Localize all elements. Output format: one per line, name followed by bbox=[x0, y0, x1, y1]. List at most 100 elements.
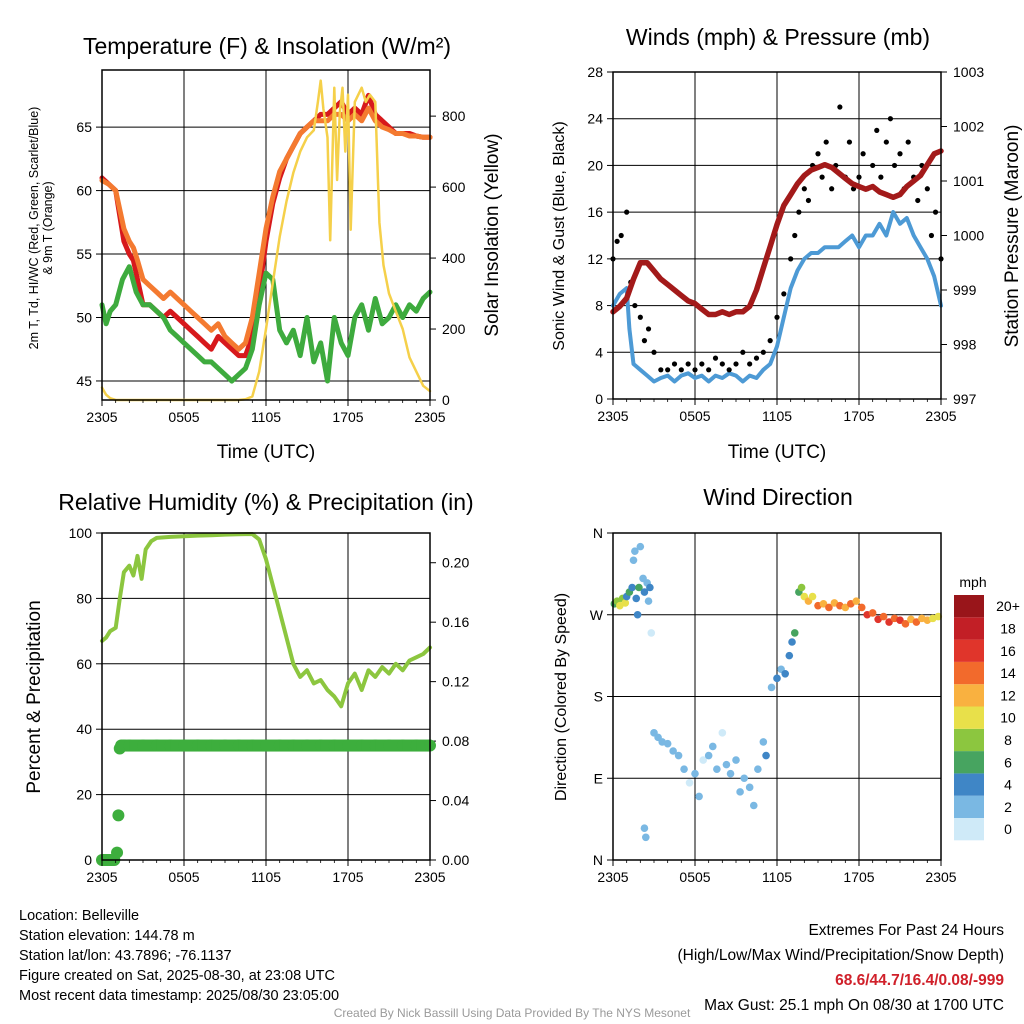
direction-point bbox=[857, 603, 866, 612]
y2-tick-label: 800 bbox=[442, 108, 466, 124]
y-axis-label: Direction (Colored By Speed) bbox=[553, 593, 570, 801]
direction-point bbox=[808, 592, 817, 601]
direction-point bbox=[680, 765, 688, 773]
x-axis-label: Time (UTC) bbox=[728, 442, 827, 463]
direction-point bbox=[708, 742, 717, 751]
y2-tick-label: 600 bbox=[442, 179, 466, 195]
location-text: Location: Belleville bbox=[19, 908, 140, 924]
gust-point bbox=[706, 367, 712, 373]
gust-point bbox=[692, 367, 698, 373]
direction-point bbox=[640, 588, 649, 596]
y-tick-label: 20 bbox=[76, 787, 92, 803]
legend-swatch bbox=[954, 751, 984, 774]
y-axis-label: Sonic Wind & Gust (Blue, Black) bbox=[551, 121, 568, 350]
extremes-subtitle: (High/Low/Max Wind/Precipitation/Snow De… bbox=[677, 947, 1005, 964]
y-axis-label: 2m T, Td, HI/WC (Red, Green, Scarlet/Blu… bbox=[27, 107, 55, 350]
y-axis-label-line: 2m T, Td, HI/WC (Red, Green, Scarlet/Blu… bbox=[27, 107, 41, 350]
gust-point bbox=[618, 232, 624, 239]
legend-label: 16 bbox=[1000, 643, 1016, 659]
y2-tick-label: 1001 bbox=[953, 173, 984, 189]
x-tick-label: 0505 bbox=[679, 408, 710, 424]
gust-point bbox=[614, 238, 620, 244]
direction-point bbox=[934, 612, 943, 621]
gust-point bbox=[805, 197, 812, 204]
gust-point bbox=[801, 186, 807, 192]
extremes-info: Extremes For Past 24 Hours (High/Low/Max… bbox=[678, 918, 1005, 1018]
gust-point bbox=[928, 232, 935, 239]
gust-point bbox=[792, 232, 798, 239]
gust-point bbox=[678, 367, 684, 373]
latlon-text: Station lat/lon: 43.7896; -76.1137 bbox=[19, 948, 232, 964]
series-2m-dewpoint bbox=[99, 264, 433, 384]
gust-point bbox=[637, 314, 643, 320]
y-tick-label: W bbox=[590, 607, 604, 623]
y2-tick-label: 0.00 bbox=[442, 852, 469, 868]
legend-label: 2 bbox=[1004, 799, 1012, 815]
y-tick-label: N bbox=[593, 525, 603, 541]
gust-point bbox=[887, 116, 894, 122]
direction-point bbox=[740, 774, 748, 783]
gust-point bbox=[712, 355, 719, 361]
x-tick-label: 2305 bbox=[925, 408, 956, 424]
y-tick-label: 24 bbox=[587, 111, 603, 127]
extremes-title: Extremes For Past 24 Hours bbox=[808, 922, 1004, 939]
direction-point bbox=[628, 583, 636, 592]
direction-point bbox=[852, 597, 861, 605]
x-tick-label: 2305 bbox=[414, 409, 445, 425]
direction-point bbox=[632, 594, 641, 603]
gust-point bbox=[915, 197, 921, 204]
x-tick-label: 1705 bbox=[332, 409, 363, 425]
x-tick-label: 1705 bbox=[843, 869, 874, 885]
y-tick-label: 8 bbox=[595, 298, 603, 314]
legend-label: 20+ bbox=[996, 598, 1020, 614]
y2-tick-label: 0.16 bbox=[442, 614, 469, 630]
gust-point bbox=[905, 139, 911, 145]
legend-label: 12 bbox=[1000, 687, 1016, 703]
gust-point bbox=[860, 151, 866, 157]
gust-point bbox=[774, 314, 780, 320]
gust-point bbox=[753, 355, 760, 361]
y-tick-label: 50 bbox=[76, 310, 92, 326]
gust-point bbox=[671, 361, 678, 367]
panel-3: 0 20 40 60 80 100 0.00 0.04 0.08 0.12 0.16 0.20 2305… bbox=[24, 489, 474, 885]
legend-swatch bbox=[954, 728, 984, 752]
direction-point bbox=[901, 620, 910, 628]
direction-point bbox=[674, 751, 683, 760]
legend-swatch bbox=[954, 773, 984, 796]
direction-point bbox=[885, 618, 893, 626]
legend-label: 0 bbox=[1004, 821, 1012, 837]
y-tick-label: 45 bbox=[76, 373, 92, 389]
y2-tick-label: 999 bbox=[953, 282, 977, 298]
y-tick-label: E bbox=[594, 770, 603, 786]
y-tick-label: 28 bbox=[587, 64, 603, 80]
gust-point bbox=[781, 291, 787, 297]
direction-point bbox=[704, 751, 713, 760]
direction-point bbox=[642, 833, 650, 842]
direction-point bbox=[685, 778, 694, 787]
gust-point bbox=[891, 162, 898, 169]
chart-title: Wind Direction bbox=[703, 484, 853, 510]
direction-point bbox=[868, 609, 877, 617]
extremes-values: 68.6/44.7/16.4/0.08/-999 bbox=[835, 972, 1004, 989]
series-9m-temperature bbox=[99, 105, 433, 352]
gust-point bbox=[856, 174, 862, 180]
direction-point bbox=[790, 629, 799, 637]
gust-point bbox=[760, 349, 766, 355]
gust-point bbox=[685, 361, 691, 367]
x-tick-label: 2305 bbox=[414, 869, 445, 885]
precip-point bbox=[111, 846, 124, 859]
direction-point bbox=[781, 669, 789, 678]
gust-point bbox=[815, 151, 821, 157]
legend-label: 18 bbox=[1000, 620, 1016, 636]
gust-point bbox=[645, 326, 652, 332]
legend-swatch bbox=[954, 639, 984, 662]
elevation-text: Station elevation: 144.78 m bbox=[19, 928, 195, 944]
y2-tick-label: 1003 bbox=[953, 64, 984, 80]
gust-point bbox=[624, 209, 630, 215]
direction-point bbox=[736, 788, 744, 796]
y2-tick-label: 1000 bbox=[953, 228, 984, 244]
direction-point bbox=[785, 651, 794, 660]
direction-point bbox=[631, 547, 639, 555]
direction-point bbox=[635, 583, 643, 592]
direction-point bbox=[629, 556, 638, 565]
